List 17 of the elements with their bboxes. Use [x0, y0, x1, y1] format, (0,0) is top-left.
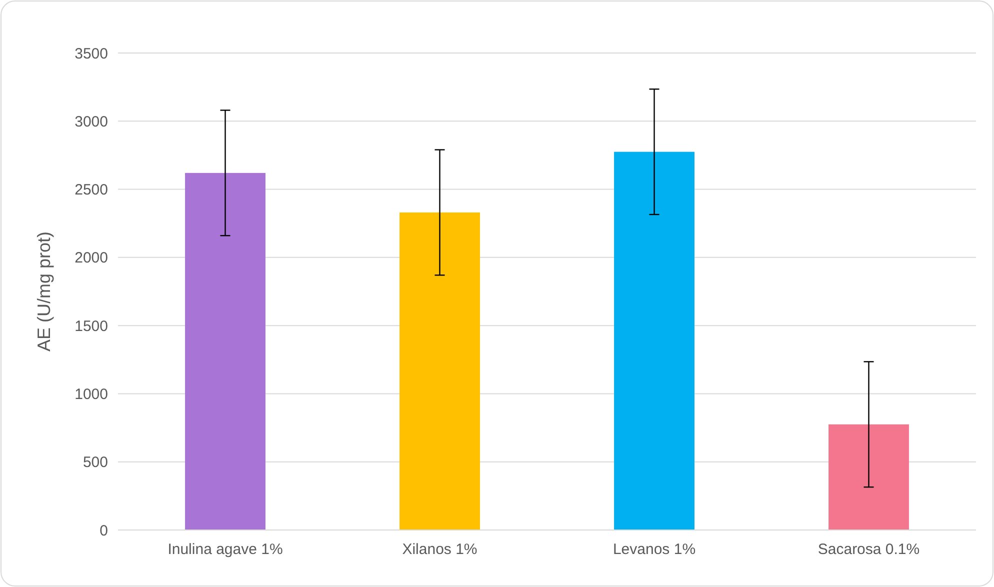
x-tick-label: Levanos 1%	[612, 541, 696, 558]
y-tick-label: 0	[100, 522, 108, 540]
y-tick-label: 500	[82, 454, 108, 472]
y-tick-label: 1000	[74, 386, 108, 403]
y-tick-label: 3000	[74, 113, 108, 130]
y-tick-label: 2000	[74, 250, 108, 267]
bar	[185, 172, 266, 530]
bar	[400, 212, 480, 530]
y-tick-label: 3500	[74, 45, 108, 62]
x-tick-label: Sacarosa 0.1%	[818, 541, 920, 558]
y-axis-title: AE (U/mg prot)	[34, 231, 54, 352]
bar	[614, 152, 694, 530]
y-tick-label: 2500	[74, 182, 108, 199]
x-tick-label: Xilanos 1%	[402, 541, 478, 558]
x-tick-label: Inulina agave 1%	[168, 541, 283, 558]
bar	[828, 424, 909, 530]
y-tick-label: 1500	[74, 318, 108, 335]
